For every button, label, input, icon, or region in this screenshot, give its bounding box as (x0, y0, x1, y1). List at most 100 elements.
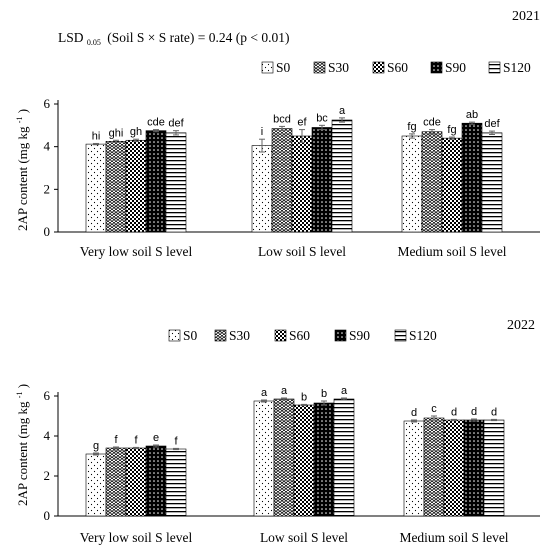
legend-item-s120: S120 (394, 328, 437, 343)
significance-letter: a (341, 385, 348, 397)
significance-letter: g (93, 440, 99, 452)
legend-label: S120 (409, 328, 437, 343)
error-bar (281, 397, 287, 401)
error-bar (259, 138, 265, 153)
significance-letter: a (281, 385, 288, 397)
error-bar (449, 136, 455, 140)
legend-swatch (488, 61, 501, 74)
y-tick-label: 4 (44, 139, 51, 154)
bar-s30 (273, 398, 295, 517)
chart-2021: 2021 LSD 0.05 (Soil S × S rate) = 0.24 (… (15, 9, 540, 259)
error-bar (301, 403, 307, 407)
lsd-rest: (Soil S × S rate) = 0.24 (p < 0.01) (107, 30, 289, 45)
bar-s30 (105, 141, 127, 233)
bar-s120 (165, 448, 187, 517)
legend-swatch (334, 329, 347, 342)
legend-item-s30: S30 (313, 60, 349, 75)
significance-letter: ab (466, 109, 478, 121)
bar-s60 (443, 419, 465, 517)
bar-s90 (461, 122, 483, 233)
bar-s120 (331, 119, 353, 233)
legend-item-s90: S90 (334, 328, 370, 343)
legend-item-s90: S90 (430, 60, 466, 75)
significance-letter: a (339, 105, 346, 117)
error-bar (469, 121, 475, 125)
bar-s90 (145, 445, 167, 517)
bar-s120 (333, 398, 355, 517)
legend-item-s60: S60 (274, 328, 310, 343)
error-bar (319, 124, 325, 131)
legend-swatch (168, 329, 181, 342)
significance-letter: d (411, 407, 417, 419)
bar-s30 (421, 131, 443, 233)
significance-letter: def (168, 118, 184, 130)
legend-swatch (214, 329, 227, 342)
bar-s0 (253, 400, 275, 517)
y-tick-label: 0 (44, 508, 51, 523)
significance-letter: ef (297, 117, 307, 129)
bar-s0 (403, 420, 425, 517)
error-bar (173, 447, 179, 451)
significance-letter: f (114, 434, 118, 446)
y-tick-label: 2 (44, 181, 51, 196)
bar-s60 (125, 139, 147, 233)
bar-s120 (481, 132, 503, 233)
legend-label: S90 (445, 60, 466, 75)
error-bar (113, 139, 119, 143)
error-bar (113, 446, 119, 450)
lsd-annotation: LSD 0.05 (Soil S × S rate) = 0.24 (p < 0… (58, 30, 289, 48)
error-bar (471, 418, 477, 422)
legend-label: S120 (503, 60, 531, 75)
error-bar (489, 130, 495, 136)
bar-s60 (293, 404, 315, 517)
x-category-label: Medium soil S level (399, 530, 508, 545)
significance-letter: i (261, 126, 263, 138)
legend-swatch (430, 61, 443, 74)
legend-label: S30 (229, 328, 250, 343)
ylabel-sup: -1 (15, 392, 24, 399)
significance-letter: fg (447, 124, 456, 136)
error-bar (279, 125, 285, 132)
legend: S0 S30 S60 S90 S120 (261, 60, 531, 75)
legend-item-s120: S120 (488, 60, 531, 75)
significance-letter: a (261, 387, 268, 399)
error-bar (339, 117, 345, 123)
legend-label: S90 (349, 328, 370, 343)
error-bar (133, 138, 139, 142)
significance-letter: f (134, 434, 138, 446)
bar-s90 (313, 402, 335, 517)
bar-s120 (483, 419, 505, 517)
error-bar (409, 133, 415, 139)
legend-swatch (313, 61, 326, 74)
significance-letter: gh (130, 126, 142, 138)
error-bar (429, 129, 435, 135)
error-bar (153, 129, 159, 133)
legend-label: S0 (183, 328, 198, 343)
x-category-label: Very low soil S level (80, 530, 193, 545)
x-category-label: Very low soil S level (80, 244, 193, 259)
significance-letter: e (153, 432, 159, 444)
significance-letter: def (484, 118, 500, 130)
significance-letter: d (451, 406, 457, 418)
significance-letter: d (471, 406, 477, 418)
legend-label: S0 (276, 60, 291, 75)
bar-s60 (125, 447, 147, 517)
lsd-subscript: 0.05 (87, 38, 101, 47)
error-bar (431, 415, 437, 421)
legend-item-s0: S0 (261, 60, 291, 75)
bar-s90 (145, 130, 167, 233)
legend-label: S60 (387, 60, 408, 75)
legend-swatch (261, 61, 274, 74)
y-axis-label: 2AP content (mg kg -1 ) (15, 109, 30, 231)
bar-s0 (85, 453, 107, 517)
significance-letter: d (491, 406, 497, 418)
bar-s120 (165, 132, 187, 233)
chart-2022: 2022 S0 S30 S60 S90 S120 2AP content (mg kg … (15, 318, 540, 545)
significance-letter: bc (316, 112, 328, 124)
significance-letter: b (321, 388, 327, 400)
bar-s90 (463, 419, 485, 517)
error-bar (93, 452, 99, 456)
y-tick-label: 4 (44, 428, 51, 443)
ylabel-sup: -1 (15, 117, 24, 124)
bar-s0 (85, 143, 107, 233)
